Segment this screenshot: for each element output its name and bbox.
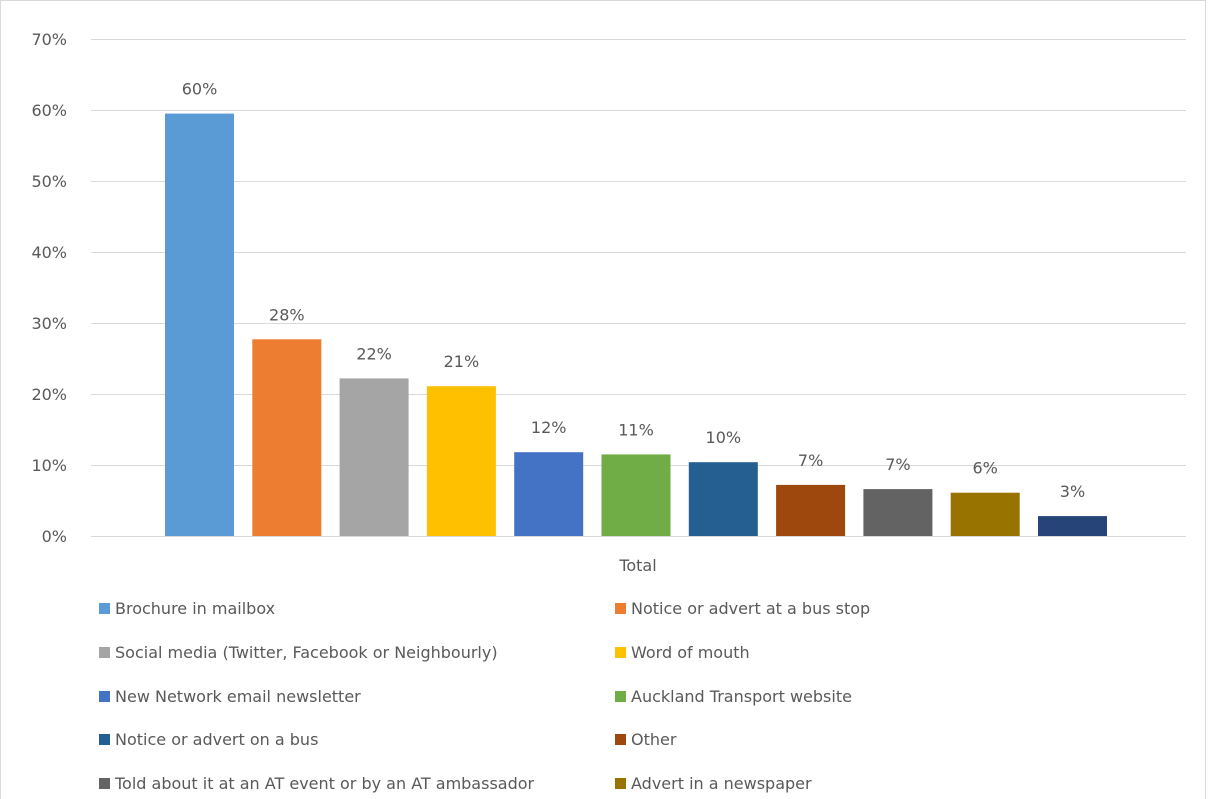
- legend-label: Notice or advert at a bus stop: [631, 598, 871, 618]
- bar: [776, 484, 846, 536]
- legend-swatch: [615, 733, 626, 745]
- legend-label: Notice or advert on a bus: [115, 729, 319, 749]
- legend-item: Notice or advert at a bus stop: [615, 598, 870, 618]
- y-tick-label: 20%: [31, 385, 67, 404]
- legend-swatch: [99, 602, 110, 614]
- legend-label: Auckland Transport website: [631, 686, 852, 706]
- y-tick-label: 10%: [31, 456, 67, 475]
- legend-label: Told about it at an AT event or by an AT…: [115, 773, 535, 793]
- legend-swatch: [99, 733, 110, 745]
- legend-label: Other: [631, 729, 677, 749]
- legend-label: Social media (Twitter, Facebook or Neigh…: [115, 642, 498, 662]
- legend-item: Told about it at an AT event or by an AT…: [99, 773, 534, 793]
- bar: [601, 454, 671, 536]
- legend-label: Word of mouth: [631, 642, 750, 662]
- legend-label: New Network email newsletter: [115, 686, 361, 706]
- data-label: 22%: [356, 344, 392, 363]
- bar: [165, 113, 234, 536]
- data-label: 3%: [1060, 482, 1085, 501]
- data-label: 10%: [706, 428, 742, 447]
- legend-swatch: [615, 646, 626, 658]
- legend-item: Notice or advert on a bus: [99, 729, 318, 749]
- data-labels: 60% 28% 22% 21% 12% 11% 10% 7% 7% 6% 3%: [182, 80, 1085, 502]
- bar: [688, 462, 758, 536]
- y-tick-label: 30%: [31, 314, 67, 333]
- legend-item: Word of mouth: [615, 642, 750, 662]
- y-tick-label: 50%: [31, 172, 67, 191]
- legend-swatch: [99, 690, 110, 702]
- legend-item: Brochure in mailbox: [99, 598, 275, 618]
- y-tick-label: 70%: [31, 30, 67, 49]
- bar: [514, 452, 584, 536]
- legend-item: Advert in a newspaper: [615, 773, 812, 793]
- y-tick-label: 40%: [31, 243, 67, 262]
- y-tick-label: 0%: [42, 527, 67, 546]
- legend-item: Other: [615, 729, 676, 749]
- data-label: 21%: [444, 352, 480, 371]
- bar: [339, 378, 409, 536]
- bars: [165, 113, 1107, 536]
- bar: [950, 492, 1020, 536]
- legend-swatch: [615, 602, 626, 614]
- x-category-label: Total: [618, 556, 656, 575]
- data-label: 12%: [531, 418, 567, 437]
- bar: [426, 386, 496, 536]
- legend-label: Advert in a newspaper: [631, 773, 812, 793]
- y-axis-ticks: 0% 10% 20% 30% 40% 50% 60% 70%: [31, 30, 67, 546]
- bar: [863, 489, 933, 536]
- legend-swatch: [99, 646, 110, 658]
- data-label: 11%: [618, 420, 654, 439]
- legend-swatch: [615, 777, 626, 789]
- bar-chart: 0% 10% 20% 30% 40% 50% 60% 70% 60% 28% 22% 21% 12% 1…: [31, 30, 1186, 575]
- legend-swatch: [615, 690, 626, 702]
- legend-label: Brochure in mailbox: [115, 598, 276, 618]
- data-label: 7%: [885, 455, 910, 474]
- data-label: 7%: [798, 451, 823, 470]
- legend-item: Social media (Twitter, Facebook or Neigh…: [99, 642, 498, 662]
- legend-item: New Network email newsletter: [99, 686, 361, 706]
- data-label: 6%: [973, 459, 998, 478]
- bar: [252, 339, 322, 536]
- legend-item: Auckland Transport website: [615, 686, 852, 706]
- data-label: 28%: [269, 305, 305, 324]
- data-label: 60%: [182, 80, 218, 99]
- y-tick-label: 60%: [31, 101, 67, 120]
- legend-swatch: [99, 777, 110, 789]
- bar: [1038, 516, 1107, 536]
